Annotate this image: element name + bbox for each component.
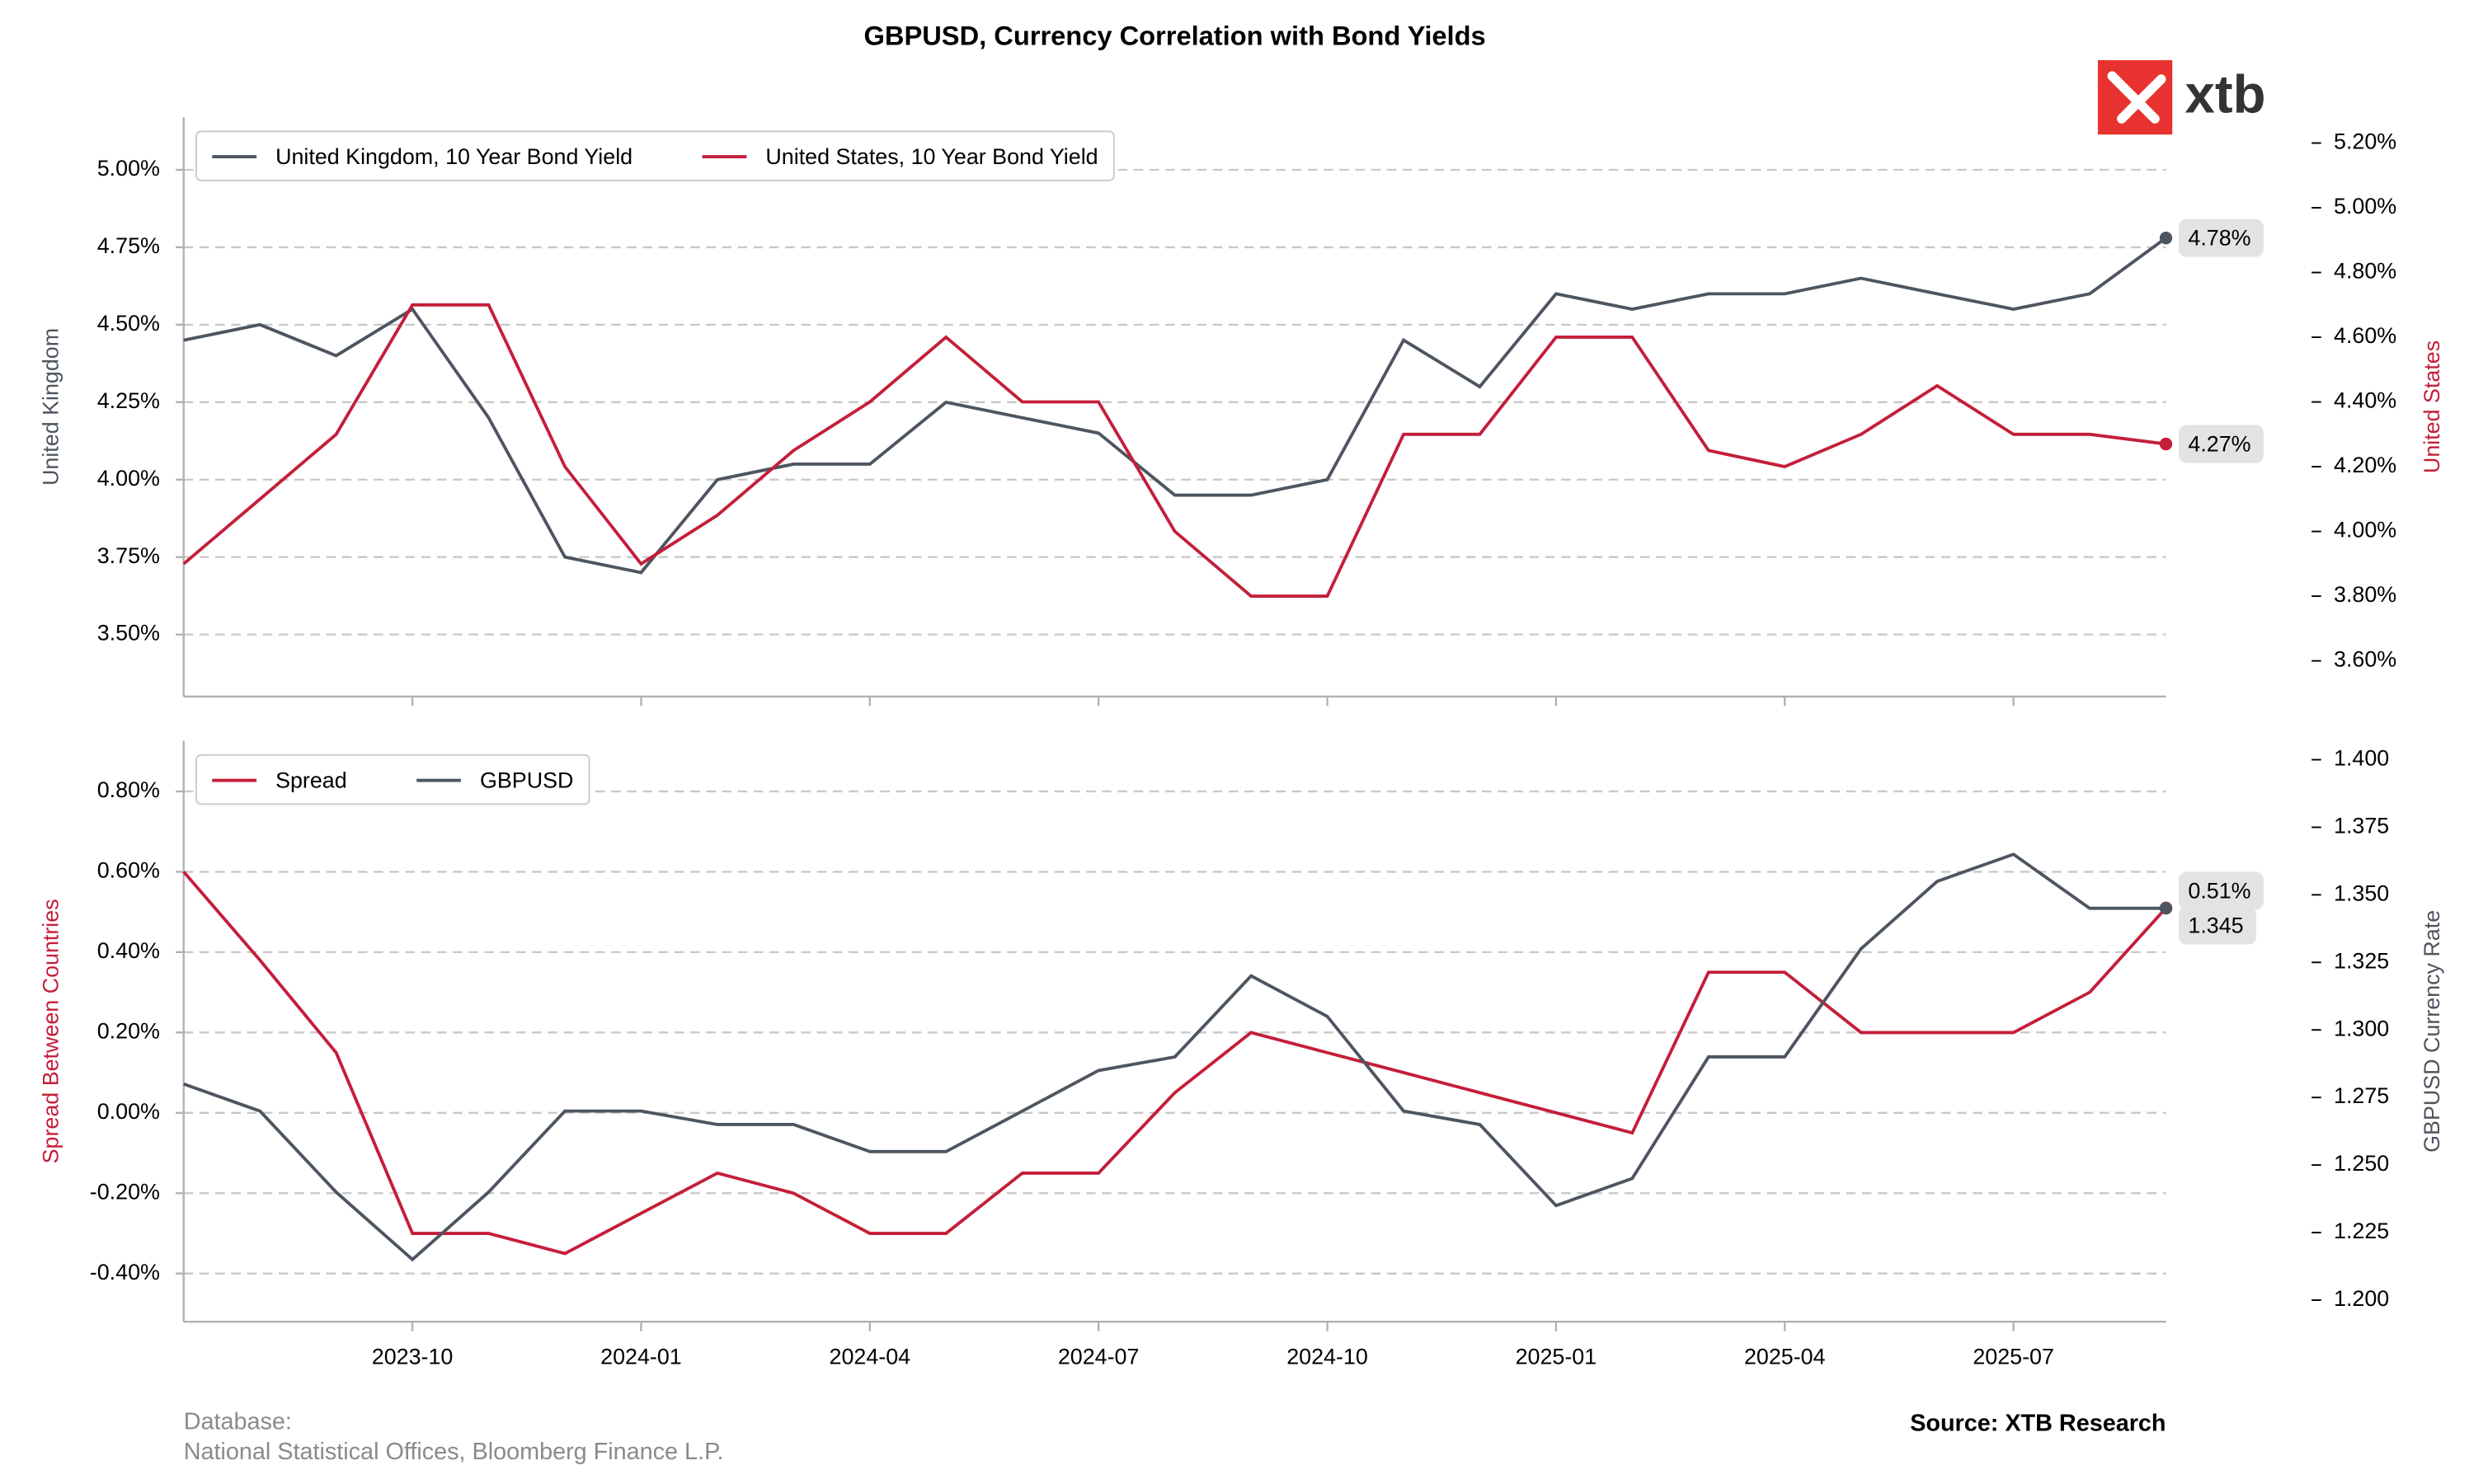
x-tick-label: 2024-07 xyxy=(1058,1344,1140,1369)
series-line xyxy=(182,303,2166,598)
chart-title: GBPUSD, Currency Correlation with Bond Y… xyxy=(864,21,1486,51)
y2-tick-label: 1.200 xyxy=(2334,1286,2389,1311)
end-label: 0.51% xyxy=(2188,878,2250,903)
end-label-box xyxy=(2178,218,2264,257)
y-tick-label: 4.50% xyxy=(97,311,160,336)
y2-tick-label: 1.225 xyxy=(2334,1219,2389,1243)
x-tick-label: 2025-04 xyxy=(1744,1344,1826,1369)
logo-x xyxy=(2107,71,2166,124)
footer-db-label: Database: xyxy=(184,1409,292,1435)
y-tick-label: 0.60% xyxy=(97,858,160,883)
y2-tick-label: 1.300 xyxy=(2334,1016,2389,1040)
x-tick-label: 2025-07 xyxy=(1973,1344,2054,1369)
y-tick-label: 4.25% xyxy=(97,388,160,413)
y-tick-label: 5.00% xyxy=(97,156,160,181)
y-tick-label: 0.80% xyxy=(97,777,160,802)
y-tick-label: 4.00% xyxy=(97,466,160,491)
x-tick-label: 2024-01 xyxy=(600,1344,682,1369)
footer-db: National Statistical Offices, Bloomberg … xyxy=(184,1439,724,1465)
y2-tick-label: 3.60% xyxy=(2334,647,2396,672)
y2-tick-label: 4.00% xyxy=(2334,518,2396,542)
y2-tick-label: 1.275 xyxy=(2334,1083,2389,1108)
series-line xyxy=(183,237,2167,575)
y2-tick-label: 4.60% xyxy=(2334,323,2396,348)
y2-axis-label: GBPUSD Currency Rate xyxy=(2420,910,2444,1153)
y-tick-label: 0.20% xyxy=(97,1018,160,1043)
x-tick-label: 2023-10 xyxy=(372,1344,454,1369)
logo-text: xtb xyxy=(2185,63,2266,124)
y2-tick-label: 1.250 xyxy=(2334,1151,2389,1176)
legend-label: United Kingdom, 10 Year Bond Yield xyxy=(275,144,633,169)
end-dot xyxy=(2159,231,2173,245)
end-label-box xyxy=(2178,871,2264,910)
y2-tick-label: 4.40% xyxy=(2334,388,2396,413)
y2-tick-label: 1.400 xyxy=(2334,746,2389,771)
legend: Spread GBPUSD xyxy=(195,754,590,805)
y2-tick-label: 1.350 xyxy=(2334,881,2389,905)
y-tick-label: -0.20% xyxy=(90,1179,160,1204)
end-label: 1.345 xyxy=(2188,913,2243,938)
series-line xyxy=(183,852,2166,1262)
y2-tick-label: 5.00% xyxy=(2334,194,2396,218)
end-dot xyxy=(2159,437,2173,451)
end-dot xyxy=(2159,902,2173,915)
x-tick-label: 2024-04 xyxy=(830,1344,911,1369)
x-tick-label: 2025-01 xyxy=(1516,1344,1597,1369)
y-tick-label: 0.00% xyxy=(97,1099,160,1124)
x-tick-label: 2024-10 xyxy=(1286,1344,1368,1369)
y2-tick-label: 4.80% xyxy=(2334,259,2396,284)
end-label-box xyxy=(2178,906,2256,945)
legend-box xyxy=(195,130,1115,181)
y-tick-label: 3.50% xyxy=(97,621,160,646)
y2-tick-label: 4.20% xyxy=(2334,453,2396,477)
y2-tick-label: 5.20% xyxy=(2334,129,2396,154)
y-tick-label: -0.40% xyxy=(90,1260,160,1284)
footer-source: Source: XTB Research xyxy=(1910,1411,2166,1437)
series-line xyxy=(182,871,2167,1256)
y2-axis-label: United States xyxy=(2420,340,2444,473)
y-axis-label: United Kingdom xyxy=(38,328,63,486)
legend-label: United States, 10 Year Bond Yield xyxy=(765,144,1098,169)
legend-label: Spread xyxy=(275,768,347,793)
y-tick-label: 4.75% xyxy=(97,233,160,258)
legend: United Kingdom, 10 Year Bond Yield United… xyxy=(195,130,1115,181)
y2-tick-label: 1.375 xyxy=(2334,814,2389,838)
logo: xtb xyxy=(2097,59,2266,135)
y-tick-label: 3.75% xyxy=(97,543,160,568)
y2-tick-label: 3.80% xyxy=(2334,582,2396,607)
legend-box xyxy=(195,754,590,805)
end-label: 4.27% xyxy=(2188,432,2250,457)
end-label-box xyxy=(2178,425,2264,463)
y-tick-label: 0.40% xyxy=(97,938,160,963)
y2-tick-label: 1.325 xyxy=(2334,948,2389,973)
y-axis-label: Spread Between Countries xyxy=(38,899,63,1163)
legend-label: GBPUSD xyxy=(480,768,573,793)
end-label: 4.78% xyxy=(2188,226,2250,251)
